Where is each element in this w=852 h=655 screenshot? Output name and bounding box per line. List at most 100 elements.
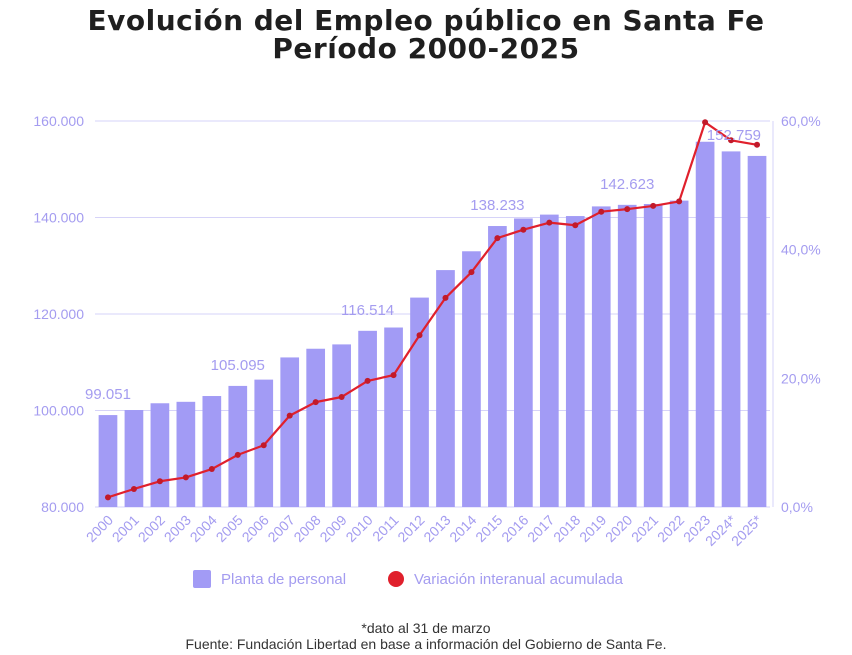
line-point: [676, 198, 683, 205]
bar: [332, 344, 351, 507]
bar: [565, 216, 585, 508]
x-tick-label: 2001: [109, 512, 142, 545]
line-point: [338, 393, 345, 400]
x-tick-label: 2020: [602, 512, 635, 545]
line-point: [520, 226, 527, 233]
y-left-tick-label: 100.000: [33, 403, 84, 419]
line-point: [416, 332, 423, 339]
line-point: [468, 269, 475, 276]
x-tick-label: 2006: [239, 512, 272, 545]
data-label: 152.759: [707, 127, 761, 144]
bar: [124, 410, 144, 507]
x-tick-label: 2010: [342, 512, 375, 545]
line-point: [208, 466, 215, 473]
data-label: 142.623: [600, 176, 654, 193]
x-tick-label: 2019: [576, 512, 609, 545]
legend-swatch-line: [388, 571, 404, 587]
bar: [643, 203, 663, 508]
x-tick-label: 2025*: [728, 511, 766, 549]
bar: [410, 297, 429, 507]
line-series: [104, 119, 761, 501]
bar: [202, 396, 222, 507]
line-point: [546, 219, 553, 226]
x-tick-label: 2016: [498, 512, 531, 545]
line-point: [598, 208, 605, 215]
x-tick-label: 2017: [524, 512, 557, 545]
bar: [436, 270, 455, 507]
line-point: [130, 485, 137, 492]
line-point: [104, 494, 111, 501]
line-point: [650, 202, 657, 209]
bar: [228, 385, 248, 507]
bar: [539, 214, 559, 508]
x-tick-label: 2008: [290, 512, 323, 545]
x-tick-label: 2002: [135, 512, 168, 545]
bar: [617, 204, 637, 507]
bar-series: [98, 141, 767, 508]
data-labels: 99.051 105.095 116.514 138.233 142.623 152.75…: [85, 127, 761, 403]
bar: [669, 200, 689, 508]
bar: [306, 348, 326, 507]
line-point: [702, 119, 709, 126]
bar: [747, 155, 767, 508]
grid-lines: [95, 120, 770, 508]
bar: [176, 401, 196, 507]
bar: [514, 218, 533, 507]
data-label: 99.051: [85, 386, 131, 403]
chart-subtitle: Período 2000-2025: [272, 32, 580, 65]
y-right-tick-label: 60,0%: [781, 113, 821, 129]
x-tick-label: 2013: [420, 512, 453, 545]
line-point: [442, 294, 449, 301]
y-right-tick-label: 20,0%: [781, 370, 821, 386]
y-left-tick-label: 80.000: [41, 499, 84, 515]
footnote: *dato al 31 de marzo: [361, 620, 491, 636]
y-left-tick-label: 140.000: [33, 210, 84, 226]
line-point: [234, 451, 241, 458]
legend-swatch-bars: [193, 570, 211, 588]
legend-label: Variación interanual acumulada: [414, 571, 624, 588]
line-point: [728, 137, 735, 144]
line-point: [312, 399, 319, 406]
bar: [280, 357, 300, 507]
x-tick-label: 2009: [316, 512, 349, 545]
bar: [721, 151, 741, 507]
line-point: [572, 222, 579, 229]
x-tick-label: 2022: [654, 512, 687, 545]
x-tick-label: 2005: [213, 512, 246, 545]
line-point: [286, 412, 293, 419]
bar: [462, 251, 481, 507]
y-left-tick-label: 120.000: [33, 306, 84, 322]
data-label: 138.233: [470, 197, 524, 214]
x-tick-label: 2012: [394, 512, 427, 545]
bar: [488, 226, 507, 508]
x-tick-label: 2015: [472, 512, 505, 545]
legend-label: Planta de personal: [221, 571, 346, 588]
line-point: [390, 372, 397, 379]
chart: 99.051 105.095 116.514 138.233 142.623 152.75…: [33, 113, 821, 588]
bar: [384, 327, 403, 507]
line-point: [156, 478, 163, 485]
bar: [150, 403, 170, 507]
bar: [695, 141, 715, 507]
x-tick-label: 2014: [446, 512, 479, 545]
x-tick-label: 2011: [369, 512, 402, 545]
y-right-tick-label: 0,0%: [781, 499, 813, 515]
y-left-tick-label: 160.000: [33, 113, 84, 129]
line-point: [182, 474, 189, 481]
line-point: [364, 377, 371, 384]
x-tick-label: 2004: [187, 512, 220, 545]
legend: Planta de personal Variación interanual a…: [193, 570, 624, 588]
line-point: [260, 442, 267, 449]
variation-line: [107, 121, 758, 499]
bar: [591, 206, 611, 507]
bar: [358, 330, 377, 507]
line-point: [754, 141, 761, 148]
line-point: [494, 235, 501, 242]
source-note: Fuente: Fundación Libertad en base a inf…: [185, 636, 667, 652]
data-label: 105.095: [211, 357, 265, 374]
data-label: 116.514: [341, 302, 394, 319]
x-tick-label: 2021: [628, 512, 661, 545]
line-point: [624, 206, 631, 213]
y-right-tick-label: 40,0%: [781, 242, 821, 258]
chart-title: Evolución del Empleo público en Santa Fe: [87, 4, 765, 37]
